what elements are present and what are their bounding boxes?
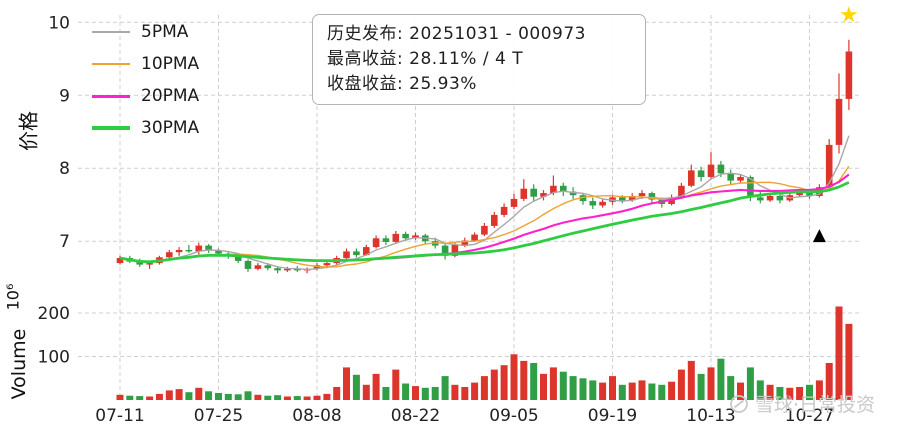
- watermark-text: 雪球·日常投资: [754, 394, 875, 416]
- star-marker: ★: [839, 3, 859, 28]
- svg-text:09-05: 09-05: [489, 406, 538, 426]
- svg-text:200: 200: [38, 304, 70, 324]
- info-line-release: 历史发布: 20251031 - 000973: [327, 24, 586, 44]
- volume-bars: [116, 306, 853, 400]
- svg-text:10-27: 10-27: [785, 406, 834, 426]
- svg-text:10: 10: [48, 13, 70, 33]
- markers: ★▲: [813, 3, 859, 245]
- ma-line-30: [119, 181, 850, 264]
- info-line-close-return: 收盘收益: 25.93%: [327, 74, 477, 94]
- candlesticks: [116, 39, 853, 274]
- price-axis-title: 价格: [16, 111, 41, 151]
- svg-text:08-22: 08-22: [391, 406, 440, 426]
- svg-text:10-13: 10-13: [686, 406, 735, 426]
- ma-line-5: [119, 135, 850, 271]
- svg-text:7: 7: [59, 232, 70, 252]
- axis-tick-labels: 10 9 8 7 200 100 07-11 07-25 08-08 08-22 09-05 09-1…: [38, 13, 835, 426]
- watermark: 雪球·日常投资: [729, 390, 875, 417]
- svg-text:08-08: 08-08: [292, 406, 341, 426]
- ma10-line-swatch: [92, 63, 130, 65]
- svg-text:8: 8: [59, 159, 70, 179]
- info-line-max-return: 最高收益: 28.11% / 4 T: [327, 49, 524, 69]
- ma-line-10: [119, 165, 850, 268]
- legend-label-20pma: 20PMA: [141, 86, 200, 106]
- legend-label-30pma: 30PMA: [141, 118, 200, 138]
- backtest-info-box: 历史发布: 20251031 - 000973 最高收益: 28.11% / 4…: [312, 14, 646, 105]
- legend-item-20pma: 20PMA: [92, 80, 199, 112]
- svg-text:09-19: 09-19: [588, 406, 637, 426]
- legend-label-10pma: 10PMA: [141, 54, 200, 74]
- ma20-line-swatch: [92, 94, 130, 98]
- legend-label-5pma: 5PMA: [141, 22, 189, 42]
- xueqiu-logo-icon: [730, 394, 748, 413]
- legend-item-30pma: 30PMA: [92, 112, 199, 144]
- moving-average-lines: [119, 135, 850, 271]
- svg-text:100: 100: [38, 348, 70, 368]
- legend-item-5pma: 5PMA: [92, 16, 199, 48]
- svg-text:9: 9: [59, 86, 70, 106]
- legend: 5PMA 10PMA 20PMA 30PMA: [92, 16, 199, 144]
- volume-axis-title: Volume: [8, 328, 30, 400]
- svg-text:07-25: 07-25: [194, 406, 243, 426]
- svg-text:07-11: 07-11: [95, 406, 144, 426]
- ma5-line-swatch: [92, 31, 130, 33]
- legend-item-10pma: 10PMA: [92, 48, 199, 80]
- buy-signal-triangle-marker: ▲: [813, 225, 827, 245]
- ma30-line-swatch: [92, 126, 130, 130]
- volume-axis-exponent: 10⁶: [3, 283, 23, 311]
- ma-line-20: [119, 173, 850, 263]
